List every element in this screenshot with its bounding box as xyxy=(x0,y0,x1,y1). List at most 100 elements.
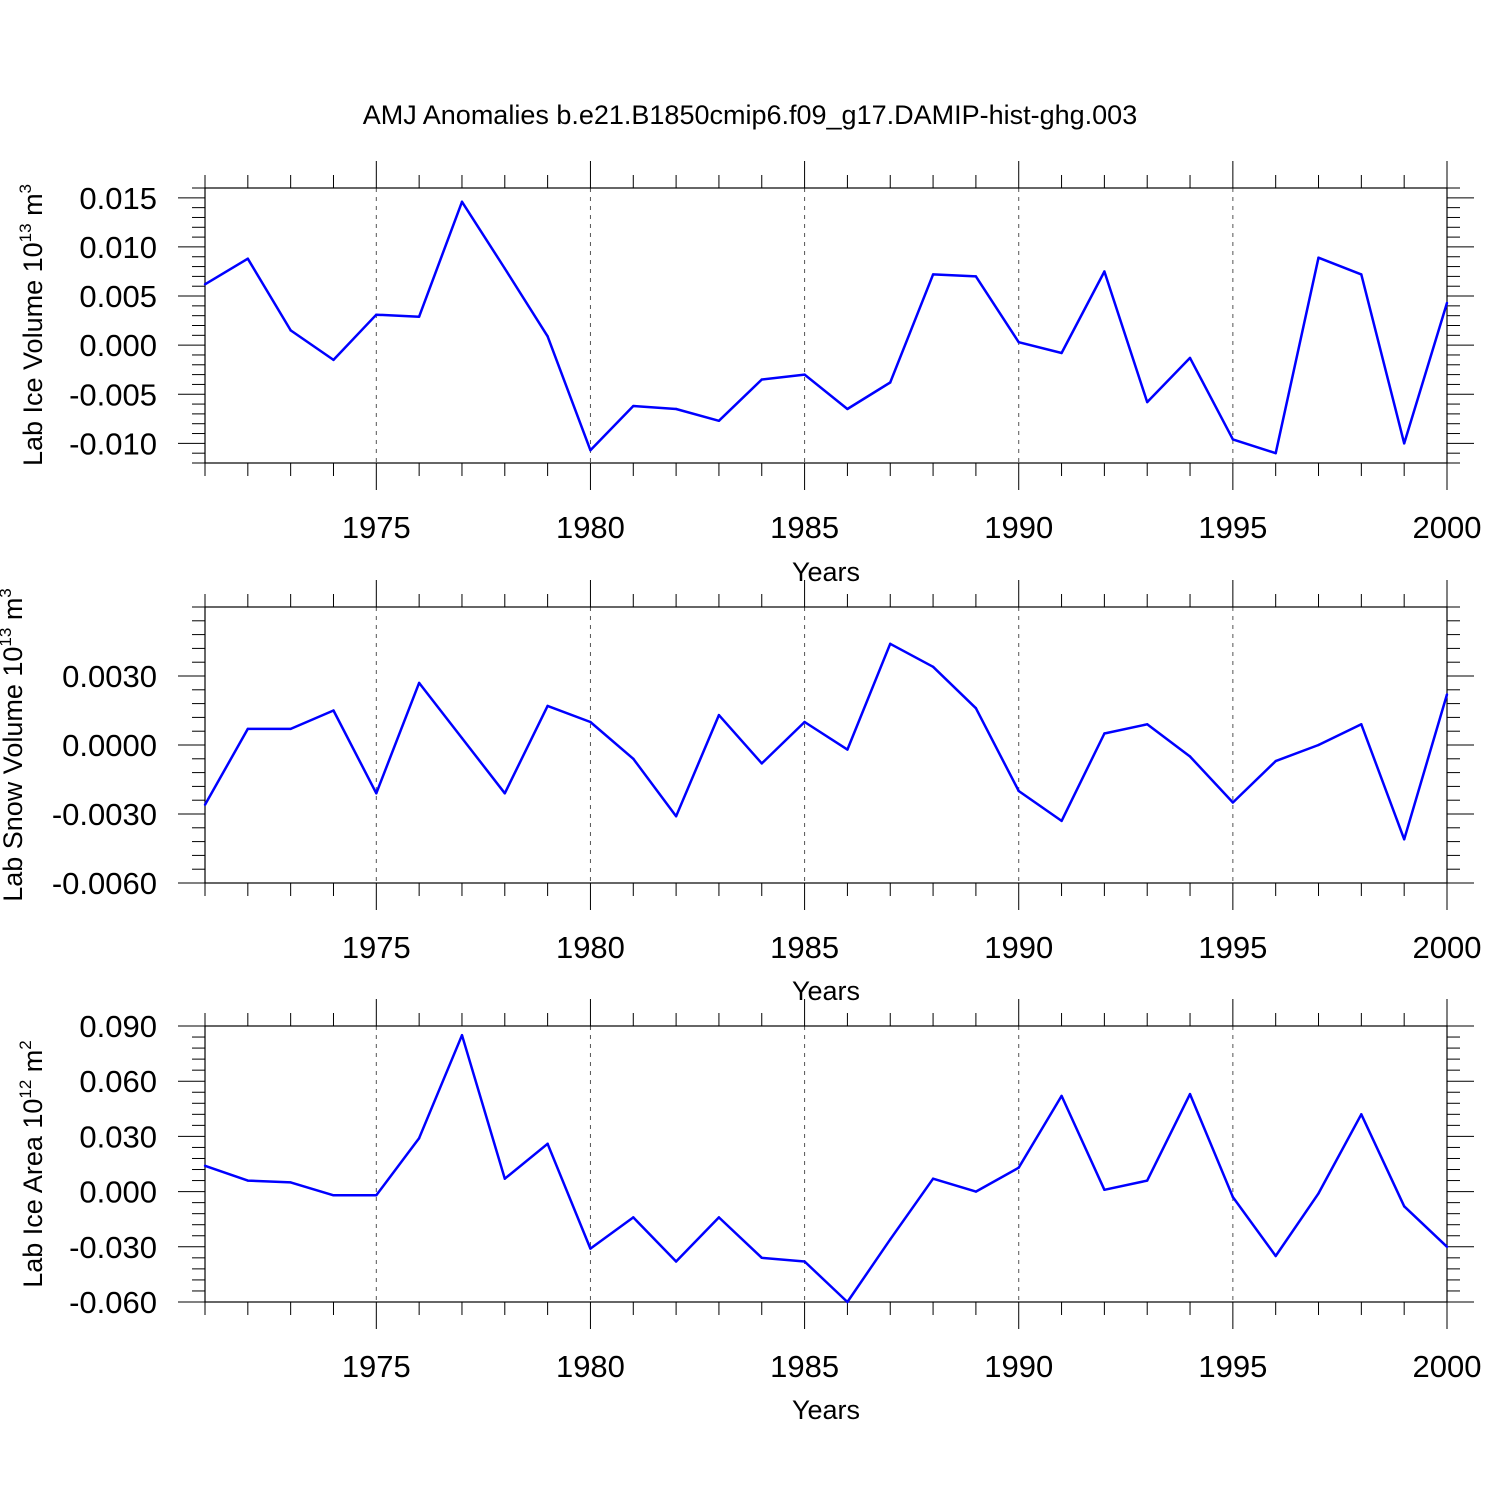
series-line xyxy=(204,200,1449,455)
data-point xyxy=(546,1142,549,1145)
data-point xyxy=(503,267,506,270)
data-point xyxy=(1274,759,1277,763)
data-point xyxy=(1017,789,1020,793)
data-point xyxy=(931,1177,935,1180)
data-point xyxy=(889,642,892,645)
y-tick-label: 0.005 xyxy=(79,279,157,314)
data-point xyxy=(717,1216,721,1219)
plot-frame xyxy=(204,606,1448,884)
x-tick-label: 1975 xyxy=(342,1349,411,1384)
data-point xyxy=(503,1177,506,1180)
data-point xyxy=(889,381,892,384)
data-point xyxy=(1402,838,1406,841)
x-tick-label: 1990 xyxy=(984,510,1053,545)
data-point xyxy=(1103,732,1106,735)
data-point xyxy=(332,709,335,712)
data-point xyxy=(803,1260,806,1263)
data-point xyxy=(760,1256,763,1260)
data-point xyxy=(246,1179,250,1182)
data-point xyxy=(846,407,849,411)
data-point xyxy=(246,257,250,260)
series-line xyxy=(204,1033,1448,1304)
data-point xyxy=(1060,351,1063,355)
data-point xyxy=(375,792,378,795)
x-tick-label: 1995 xyxy=(1198,930,1267,965)
data-point xyxy=(1188,356,1192,360)
x-tick-label: 1990 xyxy=(984,1349,1053,1384)
data-point xyxy=(1445,1245,1449,1249)
x-tick-label: 1980 xyxy=(556,1349,625,1384)
data-point xyxy=(1103,1188,1106,1191)
x-tick-label: 1985 xyxy=(770,930,839,965)
x-tick-label: 1995 xyxy=(1198,510,1267,545)
data-point xyxy=(1317,256,1320,259)
data-point xyxy=(375,1194,378,1197)
y-tick-label: 0.000 xyxy=(79,1175,157,1210)
y-axis-title: Lab Ice Area 1012 m2 xyxy=(16,1040,48,1288)
data-point xyxy=(417,315,421,318)
data-point xyxy=(1188,1092,1192,1096)
x-tick-label: 2000 xyxy=(1413,930,1482,965)
x-tick-label: 2000 xyxy=(1413,1349,1482,1384)
data-point xyxy=(203,283,207,286)
data-point xyxy=(1360,1113,1363,1116)
panel-lab-ice-area: Years Lab Ice Area 1012 m2 1975 1980 1985 1… xyxy=(16,999,1481,1425)
data-point xyxy=(203,803,207,806)
data-point xyxy=(717,713,721,717)
y-tick-label: 0.015 xyxy=(79,181,157,216)
data-point xyxy=(803,373,806,376)
data-point xyxy=(460,1034,464,1037)
y-tick-label: 0.030 xyxy=(79,1119,157,1154)
data-point xyxy=(332,1194,335,1197)
data-point xyxy=(760,378,763,381)
figure-title: AMJ Anomalies b.e21.B1850cmip6.f09_g17.D… xyxy=(363,100,1137,130)
y-tick-label: -0.005 xyxy=(69,377,157,412)
x-tick-label: 1980 xyxy=(556,930,625,965)
data-point xyxy=(1231,801,1235,804)
plot-frame xyxy=(204,1025,1448,1303)
plot-frame xyxy=(204,187,1448,464)
data-point xyxy=(289,1181,292,1184)
data-point xyxy=(589,720,592,724)
data-point xyxy=(589,449,592,452)
data-point xyxy=(1231,1195,1235,1199)
y-axis-title: Lab Ice Volume 1013 m3 xyxy=(16,184,48,466)
x-axis-title: Years xyxy=(792,976,860,1006)
data-point xyxy=(289,329,292,332)
data-point xyxy=(1317,743,1320,747)
data-point xyxy=(503,792,506,795)
data-point xyxy=(1231,438,1235,441)
data-point xyxy=(332,358,335,362)
data-point xyxy=(1445,301,1449,305)
data-point xyxy=(846,748,849,751)
data-point xyxy=(289,727,292,731)
data-point xyxy=(417,1137,421,1140)
data-point xyxy=(1103,270,1106,273)
data-point xyxy=(460,736,464,740)
x-axis-title: Years xyxy=(792,1395,860,1425)
data-point xyxy=(974,275,978,278)
y-axis-title: Lab Snow Volume 1013 m3 xyxy=(0,588,28,902)
data-point xyxy=(1445,693,1449,696)
data-point xyxy=(460,200,464,203)
y-tick-label: 0.000 xyxy=(79,328,157,363)
y-tick-label: 0.0030 xyxy=(62,659,157,694)
x-tick-label: 1990 xyxy=(984,930,1053,965)
x-tick-label: 1975 xyxy=(342,510,411,545)
y-tick-label: -0.010 xyxy=(69,426,157,461)
data-point xyxy=(546,335,549,338)
data-point xyxy=(1402,1205,1406,1208)
y-tick-label: -0.0030 xyxy=(52,797,157,832)
data-point xyxy=(1402,442,1406,445)
x-tick-label: 1980 xyxy=(556,510,625,545)
data-point xyxy=(674,407,678,411)
series-line xyxy=(203,642,1449,841)
data-point xyxy=(1188,755,1192,758)
y-tick-label: -0.060 xyxy=(69,1285,157,1320)
data-point xyxy=(974,707,978,710)
data-point xyxy=(589,1247,592,1250)
data-point xyxy=(889,1238,892,1241)
y-tick-label: 0.060 xyxy=(79,1064,157,1099)
data-point xyxy=(632,404,635,408)
